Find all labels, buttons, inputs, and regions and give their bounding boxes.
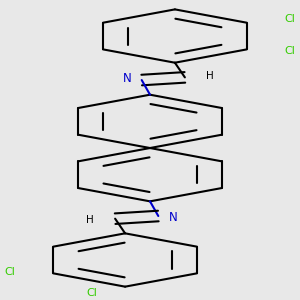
Text: Cl: Cl [285,14,296,24]
Text: Cl: Cl [285,46,296,56]
Text: H: H [206,71,214,81]
Text: N: N [122,72,131,85]
Text: Cl: Cl [86,288,97,298]
Text: N: N [169,211,178,224]
Text: H: H [86,215,94,225]
Text: Cl: Cl [4,267,15,277]
